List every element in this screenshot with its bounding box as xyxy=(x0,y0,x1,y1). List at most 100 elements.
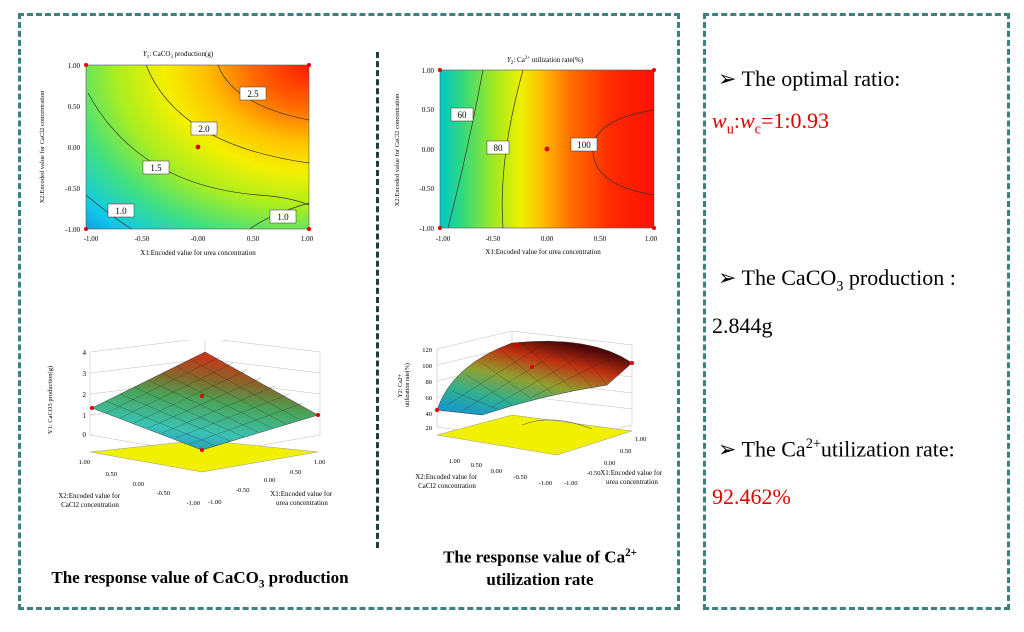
svg-text:0.50: 0.50 xyxy=(620,448,631,455)
surface1-x2ticks: 1.00 0.50 0.00 -0.50 -1.00 xyxy=(79,459,200,507)
svg-text:0.00: 0.00 xyxy=(264,477,275,484)
svg-text:0.00: 0.00 xyxy=(491,468,502,475)
svg-text:0.50: 0.50 xyxy=(247,235,260,243)
svg-text:-1.00: -1.00 xyxy=(186,500,200,507)
contour1-labels: 2.5 2.0 1.5 1.0 1.0 xyxy=(107,86,297,224)
contour2-label-60: 60 xyxy=(458,110,468,120)
svg-text:0: 0 xyxy=(83,431,87,439)
optimal-ratio-label: ➢ The optimal ratio: xyxy=(718,66,901,91)
surface1-x1label: X1:Encoded value for urea concentration xyxy=(270,490,334,507)
contour2-design-points xyxy=(438,68,656,230)
caco3-production-label: ➢ The CaCO3 production : xyxy=(718,265,956,295)
surface1-grid xyxy=(105,356,304,447)
svg-text:1.00: 1.00 xyxy=(422,67,435,75)
svg-text:-0.50: -0.50 xyxy=(236,487,250,494)
contour1-label-2.0: 2.0 xyxy=(198,124,210,134)
surface2-grid xyxy=(446,339,621,412)
surface1-floor xyxy=(89,439,319,473)
svg-text:1.00: 1.00 xyxy=(635,436,646,443)
contour2-yticks: 1.00 0.50 0.00 -0.50 -1.00 xyxy=(419,67,434,233)
svg-text:-0.50: -0.50 xyxy=(486,235,501,243)
contour2-xlabel: X1:Encoded value for urea concentration xyxy=(485,248,601,256)
svg-text:-1.00: -1.00 xyxy=(436,235,451,243)
contour1-label-2.5: 2.5 xyxy=(247,89,259,99)
surface1-zlabel: Y1: CaCO3 production(g) xyxy=(47,366,54,434)
svg-text:1.00: 1.00 xyxy=(79,459,90,466)
svg-text:-0.50: -0.50 xyxy=(513,474,527,481)
bullet-icon: ➢ xyxy=(718,66,737,91)
surface1-points xyxy=(90,394,320,452)
svg-text:-1.00: -1.00 xyxy=(538,480,552,487)
svg-text:-0.50: -0.50 xyxy=(65,185,80,193)
contour2-title: Y2: Ca2+ utilization rate(%) xyxy=(507,56,584,66)
surface2-x1label: X1:Encoded value for urea concentration xyxy=(600,469,664,486)
svg-text:0.00: 0.00 xyxy=(133,481,144,488)
ca-utilization-value: 92.462% xyxy=(712,484,791,509)
surface1-x1ticks: 1.00 0.50 0.00 -0.50 -1.00 xyxy=(208,459,325,506)
contour1-ylabel: X2:Encoded value for CaCl2 concentration xyxy=(39,90,46,203)
surface-plot-ca-utilization: 120 100 80 60 40 20 Y2: Ca2+ utilization… xyxy=(398,330,664,490)
svg-text:-0.50: -0.50 xyxy=(135,235,150,243)
svg-text:-0.50: -0.50 xyxy=(419,185,434,193)
svg-text:-0.00: -0.00 xyxy=(191,235,206,243)
contour2-xticks: -1.00 -0.50 0.00 0.50 1.00 xyxy=(436,235,658,243)
contour-plot-caco3: Y1: CaCO3 production(g) 2.5 2.0 1.5 1.0 … xyxy=(39,50,314,257)
contour2-label-80: 80 xyxy=(494,143,504,153)
contour1-label-1.0b: 1.0 xyxy=(277,212,289,222)
svg-text:120: 120 xyxy=(422,347,432,354)
svg-text:4: 4 xyxy=(83,349,87,357)
svg-text:0.50: 0.50 xyxy=(471,462,482,469)
svg-text:-1.00: -1.00 xyxy=(65,226,80,234)
svg-text:0.00: 0.00 xyxy=(541,235,554,243)
svg-text:20: 20 xyxy=(426,425,433,432)
svg-text:0.50: 0.50 xyxy=(68,103,81,111)
bullet-icon: ➢ xyxy=(718,436,737,462)
contour1-title: Y1: CaCO3 production(g) xyxy=(143,50,214,60)
surface2-zticks: 120 100 80 60 40 20 xyxy=(422,347,432,432)
svg-text:2: 2 xyxy=(83,391,87,399)
svg-text:-1.00: -1.00 xyxy=(208,499,222,506)
surface2-x2label: X2:Encoded value for CaCl2 concentration xyxy=(415,473,479,490)
svg-text:-1.00: -1.00 xyxy=(564,480,578,487)
svg-text:0.50: 0.50 xyxy=(422,106,435,114)
svg-text:60: 60 xyxy=(426,395,433,402)
svg-text:1.00: 1.00 xyxy=(314,459,325,466)
surface2-floor-contour xyxy=(521,419,593,430)
panel-divider xyxy=(376,52,379,548)
surface1-zticks: 4 3 2 1 0 xyxy=(83,349,87,439)
svg-text:0.00: 0.00 xyxy=(422,146,435,154)
surface1-mesh xyxy=(91,351,319,451)
svg-text:1.00: 1.00 xyxy=(68,62,81,70)
svg-text:3: 3 xyxy=(83,370,87,378)
contour2-ylabel: X2:Encoded value for CaCl2 concentration xyxy=(394,93,401,206)
surface2-zlabel: Y2: Ca2+ utilization rate(%) xyxy=(398,363,411,407)
svg-text:1: 1 xyxy=(83,412,87,420)
svg-text:1.00: 1.00 xyxy=(449,458,460,465)
svg-text:1.00: 1.00 xyxy=(645,235,658,243)
svg-text:1.00: 1.00 xyxy=(301,235,314,243)
svg-text:0.50: 0.50 xyxy=(594,235,607,243)
contour2-label-100: 100 xyxy=(577,140,591,150)
ca-utilization-label: ➢ The Ca2+utilization rate: xyxy=(718,436,955,462)
contour-plot-ca-utilization: Y2: Ca2+ utilization rate(%) 60 80 100 1… xyxy=(394,56,658,256)
svg-text:0.00: 0.00 xyxy=(604,460,615,467)
svg-text:100: 100 xyxy=(422,363,432,370)
svg-text:80: 80 xyxy=(426,379,433,386)
svg-text:-1.00: -1.00 xyxy=(84,235,99,243)
svg-text:0.00: 0.00 xyxy=(68,144,81,152)
contour1-xticks: -1.00 -0.50 -0.00 0.50 1.00 xyxy=(84,235,314,243)
svg-text:40: 40 xyxy=(426,411,433,418)
left-panel-frame xyxy=(18,13,680,610)
surface1-x2label: X2:Encoded value for CaCl2 concentration xyxy=(58,492,122,509)
surface-plot-caco3: 4 3 2 1 0 Y1: CaCO3 production(g) 1.00 0… xyxy=(47,340,334,509)
contour2-labels: 60 80 100 xyxy=(450,107,598,155)
caco3-production-value: 2.844g xyxy=(712,313,773,338)
contour1-yticks: 1.00 0.50 0.00 -0.50 -1.00 xyxy=(65,62,80,234)
surface2-mesh xyxy=(436,341,633,416)
contour1-plot-area xyxy=(85,64,310,230)
caption-caco3: The response value of CaCO3 production xyxy=(51,568,349,591)
contour1-label-1.0a: 1.0 xyxy=(115,206,127,216)
contour1-label-1.5: 1.5 xyxy=(150,163,162,173)
optimal-ratio-value: wu:wc=1:0.93 xyxy=(712,108,830,138)
svg-text:-0.50: -0.50 xyxy=(156,490,170,497)
